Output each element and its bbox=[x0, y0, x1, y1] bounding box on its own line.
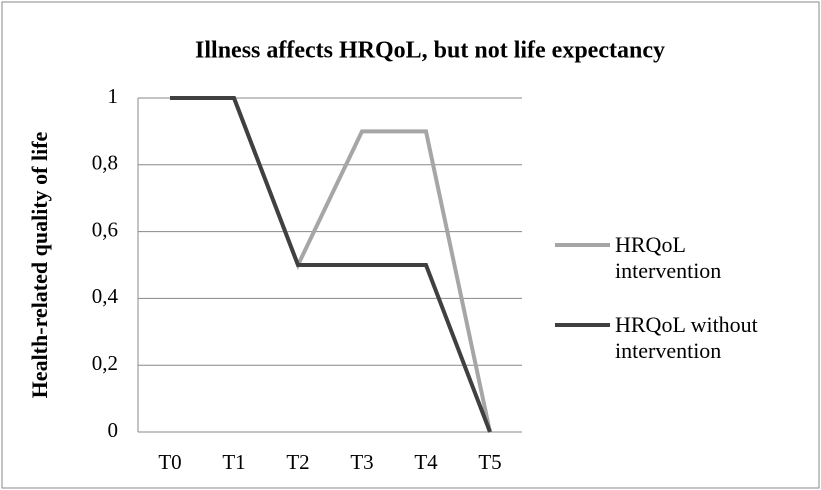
x-tick-label: T3 bbox=[350, 450, 373, 474]
x-tick-label: T0 bbox=[158, 450, 181, 474]
y-tick-label: 0,4 bbox=[92, 284, 119, 308]
x-tick-label: T1 bbox=[222, 450, 245, 474]
y-tick-label: 0 bbox=[108, 418, 119, 442]
y-tick-label: 0,6 bbox=[92, 217, 118, 241]
x-tick-label: T2 bbox=[286, 450, 309, 474]
legend-label: HRQoL intervention bbox=[615, 232, 722, 283]
legend-label: HRQoL without intervention bbox=[615, 312, 758, 363]
y-tick-label: 0,8 bbox=[92, 151, 118, 175]
series-line bbox=[170, 96, 492, 433]
y-tick-label: 0,2 bbox=[92, 351, 118, 375]
x-tick-label: T4 bbox=[414, 450, 438, 474]
chart-title: Illness affects HRQoL, but not life expe… bbox=[195, 38, 665, 64]
x-tick-label: T5 bbox=[478, 450, 501, 474]
y-tick-label: 1 bbox=[108, 84, 119, 108]
y-axis-label: Health-related quality of life bbox=[27, 131, 52, 398]
